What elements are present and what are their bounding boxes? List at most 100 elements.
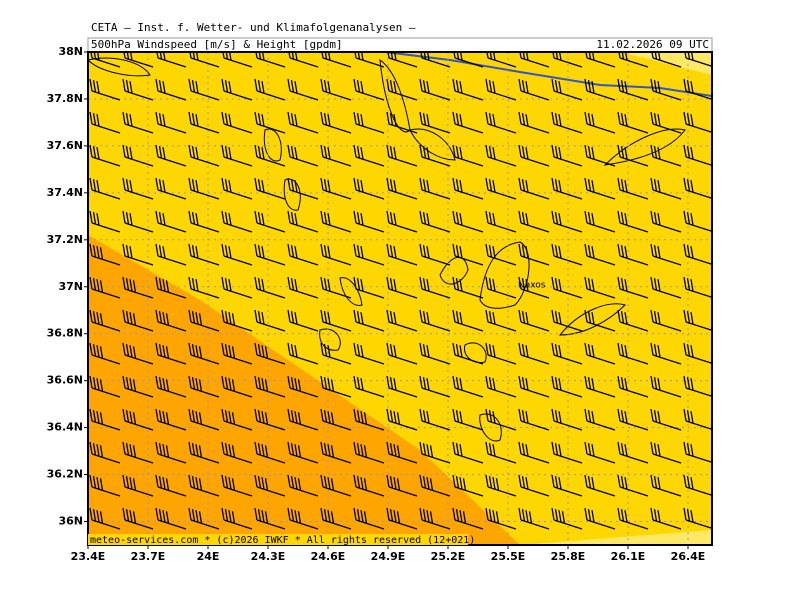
barb-feather <box>363 511 368 524</box>
barb-feather <box>287 144 291 158</box>
barb-staff <box>619 486 649 497</box>
barb-feather <box>132 313 137 326</box>
barb-feather <box>356 277 361 291</box>
barb-feather <box>521 409 526 423</box>
barb-feather <box>155 309 159 323</box>
barb-staff <box>190 255 220 266</box>
barb-staff <box>487 189 517 200</box>
barb-feather <box>584 375 588 389</box>
barb-feather <box>459 246 463 259</box>
barb-feather <box>221 111 225 125</box>
barb-feather <box>356 79 361 93</box>
barb-staff <box>289 486 319 497</box>
barb-feather <box>162 52 166 61</box>
barb-feather <box>360 477 364 490</box>
barb-feather <box>587 178 592 192</box>
barb-staff <box>157 288 187 299</box>
barb-feather <box>393 411 397 424</box>
wind-barbs <box>89 52 712 530</box>
barb-feather <box>584 276 588 290</box>
barb-feather <box>99 412 104 425</box>
barb-feather <box>624 114 628 127</box>
barb-feather <box>492 279 496 292</box>
barb-feather <box>423 52 427 60</box>
barb-feather <box>686 343 691 357</box>
barb-feather <box>360 246 364 259</box>
barb-staff <box>124 354 154 365</box>
barb-feather <box>521 343 526 357</box>
barb-feather <box>129 147 133 160</box>
barb-feather <box>422 145 427 159</box>
barb-feather <box>195 81 199 94</box>
barb-feather <box>125 310 130 324</box>
barb-staff <box>388 189 418 200</box>
barb-staff <box>652 420 682 431</box>
barb-staff <box>91 156 121 167</box>
barb-staff <box>91 255 121 266</box>
barb-feather <box>96 213 100 226</box>
barb-feather <box>455 211 460 225</box>
barb-feather <box>188 177 192 191</box>
barb-staff <box>619 123 649 134</box>
barb-staff <box>190 288 220 299</box>
barb-feather <box>327 477 331 490</box>
barb-feather <box>587 310 592 324</box>
barb-feather <box>624 411 628 424</box>
barb-feather <box>323 343 328 357</box>
barb-staff <box>322 486 352 497</box>
barb-feather <box>228 312 232 325</box>
barb-feather <box>650 111 654 125</box>
barb-feather <box>455 112 460 126</box>
barb-feather <box>162 345 166 358</box>
barb-feather <box>261 378 265 391</box>
barb-feather <box>129 114 133 127</box>
barb-feather <box>485 243 489 257</box>
barb-feather <box>165 313 170 326</box>
place-label: Naxos <box>518 280 546 290</box>
barb-feather <box>261 147 265 160</box>
barb-staff <box>223 255 253 266</box>
barb-feather <box>132 445 137 458</box>
barb-feather <box>327 114 331 127</box>
barb-staff <box>652 288 682 299</box>
barb-feather <box>419 441 423 455</box>
barb-feather <box>228 114 232 127</box>
barb-feather <box>686 244 691 258</box>
barb-feather <box>257 112 262 126</box>
barb-feather <box>198 313 203 326</box>
barb-staff <box>190 420 220 431</box>
barb-feather <box>188 78 192 92</box>
barb-staff <box>223 288 253 299</box>
barb-feather <box>155 177 159 191</box>
barb-feather <box>492 147 496 160</box>
barb-feather <box>228 52 232 61</box>
barb-staff <box>487 420 517 431</box>
barb-feather <box>122 507 126 521</box>
barb-feather <box>492 378 496 391</box>
barb-staff <box>223 354 253 365</box>
barb-feather <box>455 376 460 390</box>
barb-staff <box>289 90 319 101</box>
barb-feather <box>327 213 331 226</box>
barb-feather <box>195 312 199 325</box>
barb-feather <box>683 441 687 455</box>
barb-feather <box>686 112 691 126</box>
barb-feather <box>393 444 397 457</box>
barb-staff <box>124 222 154 233</box>
barb-feather <box>290 376 295 390</box>
barb-feather <box>620 508 625 522</box>
barb-staff <box>652 123 682 134</box>
barb-feather <box>653 475 658 489</box>
barb-staff <box>256 222 286 233</box>
barb-staff <box>322 420 352 431</box>
barb-feather <box>323 79 328 93</box>
barb-staff <box>652 321 682 332</box>
barb-feather <box>653 376 658 390</box>
barb-feather <box>257 178 262 192</box>
barb-staff <box>454 123 484 134</box>
barb-feather <box>191 277 196 291</box>
barb-feather <box>518 507 522 521</box>
barb-feather <box>584 210 588 224</box>
barb-feather <box>426 147 430 160</box>
barb-staff <box>355 486 385 497</box>
